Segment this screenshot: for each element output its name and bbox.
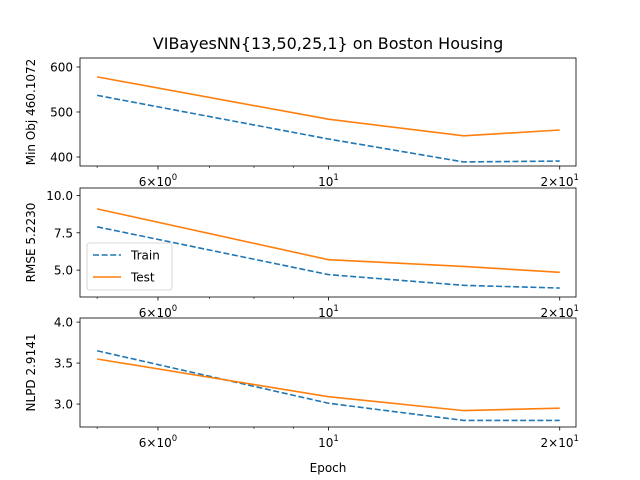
legend-label-test: Test — [130, 271, 155, 285]
y-axis-label: NLPD 2.9141 — [24, 334, 38, 412]
y-tick-label: 500 — [50, 106, 73, 120]
subplot-nlpd: 6×100 101 2×101 3.0 3.5 4.0 NLPD 2.9141 — [24, 316, 579, 450]
x-tick-label: 6×100 — [139, 173, 177, 189]
x-tick-label: 2×101 — [541, 434, 579, 450]
y-tick-label: 5.0 — [54, 264, 73, 278]
legend: Train Test — [86, 242, 173, 291]
y-axis-label: Min Obj 460.1072 — [24, 59, 38, 166]
series-line-train — [96, 94, 560, 163]
y-tick-label: 600 — [50, 61, 73, 75]
x-tick-label: 101 — [318, 173, 339, 189]
x-tick-label: 2×101 — [541, 173, 579, 189]
y-tick-label: 10.0 — [46, 189, 73, 203]
plot-frame — [79, 317, 577, 428]
chart-title: VIBayesNN{13,50,25,1} on Boston Housing — [153, 34, 503, 53]
x-tick-label: 6×100 — [139, 304, 177, 320]
y-tick-label: 4.0 — [54, 316, 73, 330]
series-line-train — [96, 349, 560, 422]
legend-box — [86, 242, 173, 291]
series-line-test — [96, 208, 560, 274]
series-line-test — [96, 76, 560, 137]
y-tick-label: 3.5 — [54, 357, 73, 371]
x-tick-label: 101 — [318, 304, 339, 320]
plot-frame — [79, 187, 577, 298]
x-tick-label: 2×101 — [541, 304, 579, 320]
plot-frame — [79, 57, 577, 167]
x-tick-label: 6×100 — [139, 434, 177, 450]
legend-label-train: Train — [130, 249, 160, 263]
subplot-objective: 6×100 101 2×101 400 500 600 Min Obj 460.1072 — [24, 57, 579, 189]
x-axis-label: Epoch — [310, 461, 347, 475]
y-tick-label: 3.0 — [54, 398, 73, 412]
series-line-test — [96, 358, 560, 412]
y-tick-label: 7.5 — [54, 226, 73, 240]
y-tick-label: 400 — [50, 151, 73, 165]
series-line-train — [96, 226, 560, 289]
x-tick-label: 101 — [318, 434, 339, 450]
y-axis-label: RMSE 5.2230 — [24, 203, 38, 283]
